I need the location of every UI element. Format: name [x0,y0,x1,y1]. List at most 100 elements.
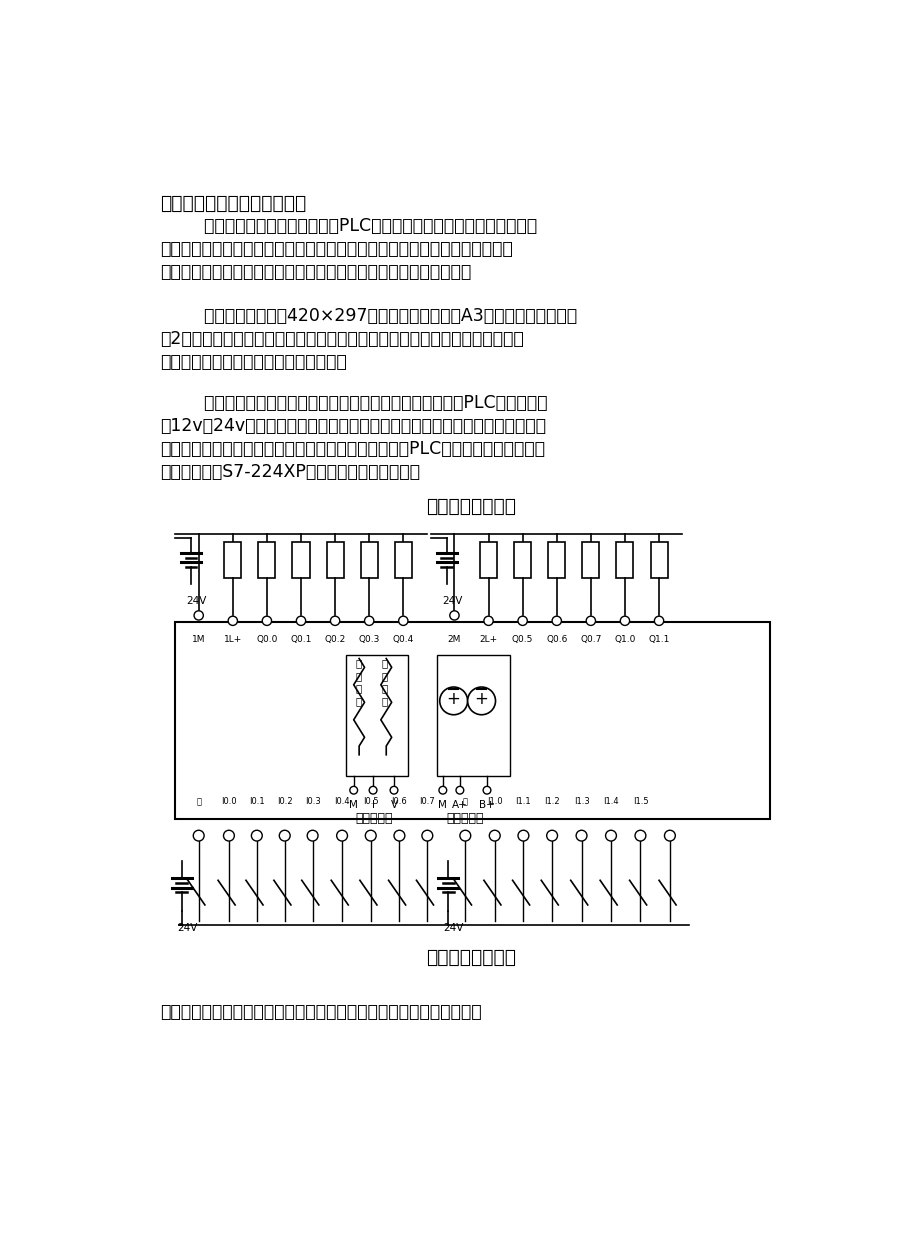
Text: 实验挂板尺寸都为420×297平方毫米、其尺寸与A3打印纸相同，其面板: 实验挂板尺寸都为420×297平方毫米、其尺寸与A3打印纸相同，其面板 [160,306,576,325]
Circle shape [422,831,432,841]
Text: 1M: 1M [192,635,205,644]
Text: 24V: 24V [443,924,463,934]
Circle shape [482,786,491,794]
Text: I0.1: I0.1 [249,797,265,806]
Text: Q0.6: Q0.6 [546,635,567,644]
Bar [346,655,407,776]
Circle shape [194,611,203,620]
Circle shape [398,616,407,625]
Text: Q0.0: Q0.0 [255,635,278,644]
Text: M: M [349,800,357,810]
Text: Q0.7: Q0.7 [580,635,601,644]
Bar [616,542,633,578]
Circle shape [634,831,645,841]
Circle shape [349,786,357,794]
Circle shape [251,831,262,841]
Circle shape [262,616,271,625]
Circle shape [483,616,493,625]
Bar [224,542,241,578]
Bar [548,542,564,578]
Text: 实验设备的组成及连接方法：: 实验设备的组成及连接方法： [160,193,306,212]
Text: Q0.5: Q0.5 [511,635,533,644]
Bar [480,542,496,578]
Text: 24V: 24V [176,924,198,934]
Text: B+: B+ [479,800,494,810]
Text: A+: A+ [451,800,467,810]
Circle shape [365,831,376,841]
Text: 类齐全的可编程控制器实验装置。有十几种不同的实验面板组成，可进行开关: 类齐全的可编程控制器实验装置。有十几种不同的实验面板组成，可进行开关 [160,239,512,258]
Text: 直观的彩色工业现场模拟图和事物模型。: 直观的彩色工业现场模拟图和事物模型。 [160,353,346,371]
Text: +: + [447,691,460,708]
Bar [514,542,530,578]
Circle shape [193,831,204,841]
Text: 我们为了接线方便已经把数字量信号进行了统一的转换，输入输出都是: 我们为了接线方便已经把数字量信号进行了统一的转换，输入输出都是 [160,1003,481,1022]
Circle shape [364,616,373,625]
Bar [258,542,275,578]
Circle shape [575,831,586,841]
Text: I0.4: I0.4 [334,797,349,806]
Text: 24V: 24V [441,596,462,606]
Text: 开关量输入接线图: 开关量输入接线图 [426,949,516,967]
Text: 来完成实验。挂板之间配合需要用插线来连接，不同的PLC主机的接线方式不同，: 来完成实验。挂板之间配合需要用插线来连接，不同的PLC主机的接线方式不同， [160,440,544,458]
Text: I1.4: I1.4 [603,797,618,806]
Text: 2L+: 2L+ [479,635,497,644]
Circle shape [438,786,447,794]
Text: 1L+: 1L+ [223,635,242,644]
Bar [650,542,667,578]
Circle shape [296,616,305,625]
Circle shape [223,831,234,841]
Circle shape [456,786,463,794]
Text: 模拟量输入: 模拟量输入 [446,812,483,825]
Text: 2M: 2M [448,635,460,644]
Text: I0.3: I0.3 [304,797,320,806]
Text: I1.5: I1.5 [632,797,648,806]
Circle shape [449,611,459,620]
Text: I1.3: I1.3 [573,797,589,806]
Text: 量实验和模拟量实验，大多采用实物模型，使实验直观具有趣味性。: 量实验和模拟量实验，大多采用实物模型，使实验直观具有趣味性。 [160,263,471,280]
Text: I1.1: I1.1 [515,797,530,806]
Bar [292,542,309,578]
Text: 电
压
负
载: 电 压 负 载 [381,658,388,706]
Text: I0.0: I0.0 [221,797,236,806]
Text: 为2毫米厚的铝板表面烤漆，面板后面的箱体为铁板喷塑。实验板正面上有形象: 为2毫米厚的铝板表面烤漆，面板后面的箱体为铁板喷塑。实验板正面上有形象 [160,330,523,347]
Text: 电
流
负
载: 电 流 负 载 [356,658,362,706]
Bar [176,622,769,818]
Circle shape [393,831,404,841]
Text: I0.2: I0.2 [277,797,292,806]
Text: 下图是西门子S7-224XP主机具体的连接原理图：: 下图是西门子S7-224XP主机具体的连接原理图： [160,463,419,481]
Text: Q0.2: Q0.2 [324,635,346,644]
Text: 24V: 24V [186,596,207,606]
Circle shape [585,616,595,625]
Text: +: + [474,691,488,708]
Text: Q0.4: Q0.4 [392,635,414,644]
Circle shape [228,616,237,625]
Circle shape [336,831,347,841]
Text: Q1.1: Q1.1 [648,635,669,644]
Text: Q0.3: Q0.3 [358,635,380,644]
Text: 直: 直 [196,797,201,806]
Text: M: M [438,800,447,810]
Bar [326,542,344,578]
Circle shape [460,831,471,841]
Text: Q1.0: Q1.0 [614,635,635,644]
Bar [582,542,598,578]
Text: I1.2: I1.2 [544,797,560,806]
Text: I0.7: I0.7 [419,797,435,806]
Circle shape [517,831,528,841]
Circle shape [279,831,289,841]
Circle shape [653,616,663,625]
Text: I0.6: I0.6 [391,797,407,806]
Circle shape [330,616,339,625]
Text: 有12v、24v的开关电源，开关和保险丝座等。本挂板配合其他的实验面板共同: 有12v、24v的开关电源，开关和保险丝座等。本挂板配合其他的实验面板共同 [160,417,545,435]
Circle shape [390,786,397,794]
Circle shape [467,687,495,714]
Circle shape [619,616,629,625]
Circle shape [664,831,675,841]
Circle shape [439,687,467,714]
Circle shape [307,831,318,841]
Text: V: V [390,800,397,810]
Text: I0.5: I0.5 [362,797,378,806]
Text: Q0.1: Q0.1 [290,635,312,644]
Circle shape [517,616,527,625]
Circle shape [369,786,377,794]
